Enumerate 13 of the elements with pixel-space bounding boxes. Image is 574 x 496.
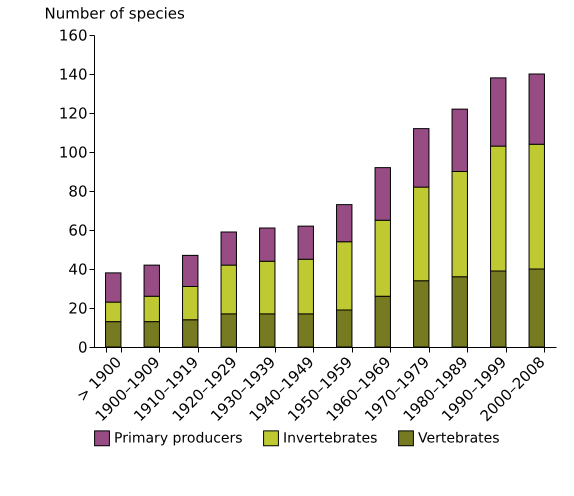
legend-label: Primary producers xyxy=(114,430,243,446)
legend-label: Vertebrates xyxy=(418,430,500,446)
legend-label: Invertebrates xyxy=(283,430,378,446)
y-tick-label: 140 xyxy=(58,66,88,84)
y-tick-label: 40 xyxy=(68,260,88,278)
y-tick-label: 160 xyxy=(58,26,88,44)
y-tick-label: 60 xyxy=(68,222,88,240)
y-tick-label: 120 xyxy=(58,104,88,122)
y-tick-label: 20 xyxy=(68,300,88,318)
y-axis-title: Number of species xyxy=(44,4,185,22)
y-tick-label: 80 xyxy=(68,182,88,200)
y-tick-label: 100 xyxy=(58,144,88,162)
y-tick-label: 0 xyxy=(78,338,88,356)
